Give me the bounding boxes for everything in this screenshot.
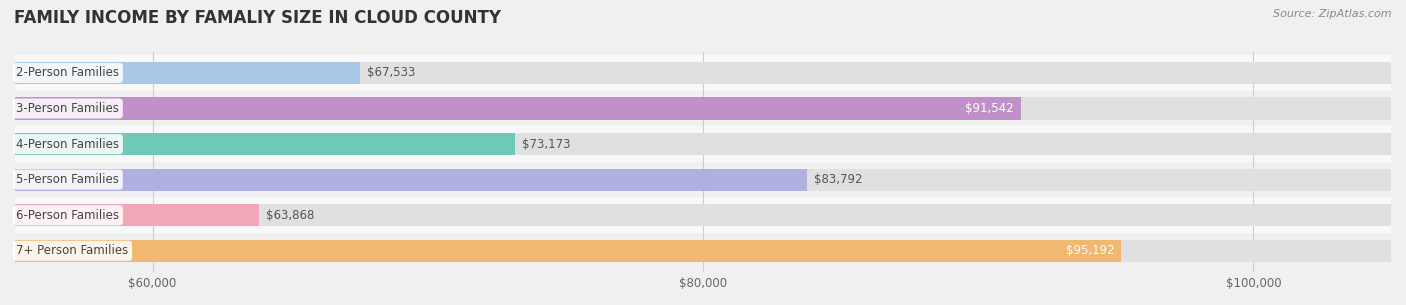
Text: 3-Person Families: 3-Person Families xyxy=(17,102,120,115)
Bar xyxy=(15,162,1391,197)
Text: $63,868: $63,868 xyxy=(266,209,315,222)
Bar xyxy=(15,91,1391,126)
Bar xyxy=(15,133,1391,155)
Bar xyxy=(15,204,259,226)
Text: FAMILY INCOME BY FAMALIY SIZE IN CLOUD COUNTY: FAMILY INCOME BY FAMALIY SIZE IN CLOUD C… xyxy=(14,9,501,27)
Text: 7+ Person Families: 7+ Person Families xyxy=(17,244,128,257)
Text: 2-Person Families: 2-Person Families xyxy=(17,66,120,79)
Bar xyxy=(15,133,515,155)
Bar xyxy=(15,98,1391,120)
Bar xyxy=(15,98,1021,120)
Bar xyxy=(15,126,1391,162)
Text: $91,542: $91,542 xyxy=(965,102,1014,115)
Text: 4-Person Families: 4-Person Families xyxy=(17,138,120,151)
Text: Source: ZipAtlas.com: Source: ZipAtlas.com xyxy=(1274,9,1392,19)
Bar xyxy=(15,62,1391,84)
Text: $83,792: $83,792 xyxy=(814,173,863,186)
Bar xyxy=(15,62,360,84)
Text: 6-Person Families: 6-Person Families xyxy=(17,209,120,222)
Bar xyxy=(15,233,1391,269)
Text: 5-Person Families: 5-Person Families xyxy=(17,173,120,186)
Bar xyxy=(15,240,1391,262)
Bar xyxy=(15,169,807,191)
Text: $95,192: $95,192 xyxy=(1066,244,1114,257)
Bar xyxy=(15,240,1121,262)
Bar xyxy=(15,204,1391,226)
Bar xyxy=(15,169,1391,191)
Text: $67,533: $67,533 xyxy=(367,66,415,79)
Bar xyxy=(15,55,1391,91)
Bar xyxy=(15,197,1391,233)
Text: $73,173: $73,173 xyxy=(522,138,571,151)
